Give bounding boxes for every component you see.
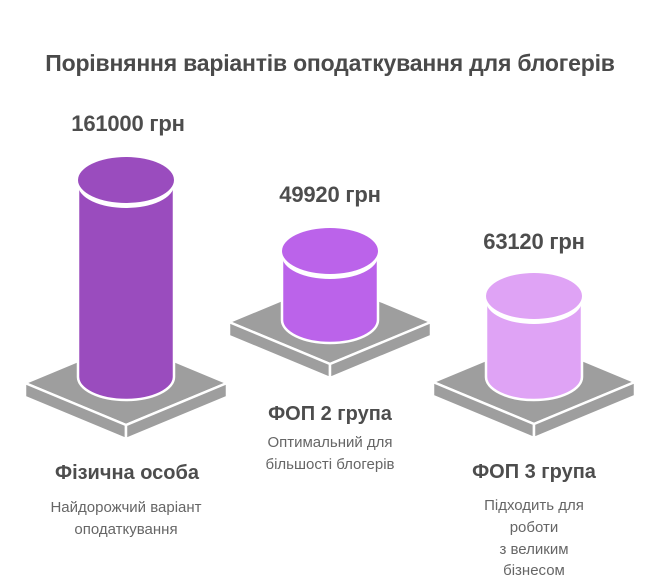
description-label-2: Оптимальний для більшості блогерів — [265, 434, 395, 473]
pedestal-1-right-face — [124, 381, 229, 441]
cylinder-3 — [484, 271, 584, 402]
cylinder-2-lid — [282, 228, 378, 274]
value-label-1: 161000 грн — [71, 111, 185, 136]
chart-title: Порівняння варіантів оподаткування для б… — [45, 50, 615, 76]
cylinder-1 — [76, 155, 176, 402]
cylinder-1-lid — [78, 157, 174, 203]
pedestal-2-right-face — [328, 320, 433, 380]
description-label-3: Підходить для роботи з великим бізнесом — [484, 497, 584, 580]
value-label-2: 49920 грн — [279, 182, 381, 207]
cylinder-2 — [280, 226, 380, 345]
pedestal-3-right-face — [532, 380, 637, 440]
category-label-2: ФОП 2 група — [268, 403, 392, 425]
category-label-1: Фізична особа — [54, 462, 200, 484]
cylinder-3-lid — [486, 273, 582, 319]
value-label-3: 63120 грн — [483, 229, 585, 254]
description-label-1: Найдорожчий варіант оподаткування — [50, 499, 202, 538]
category-label-3: ФОП 3 група — [472, 461, 596, 483]
